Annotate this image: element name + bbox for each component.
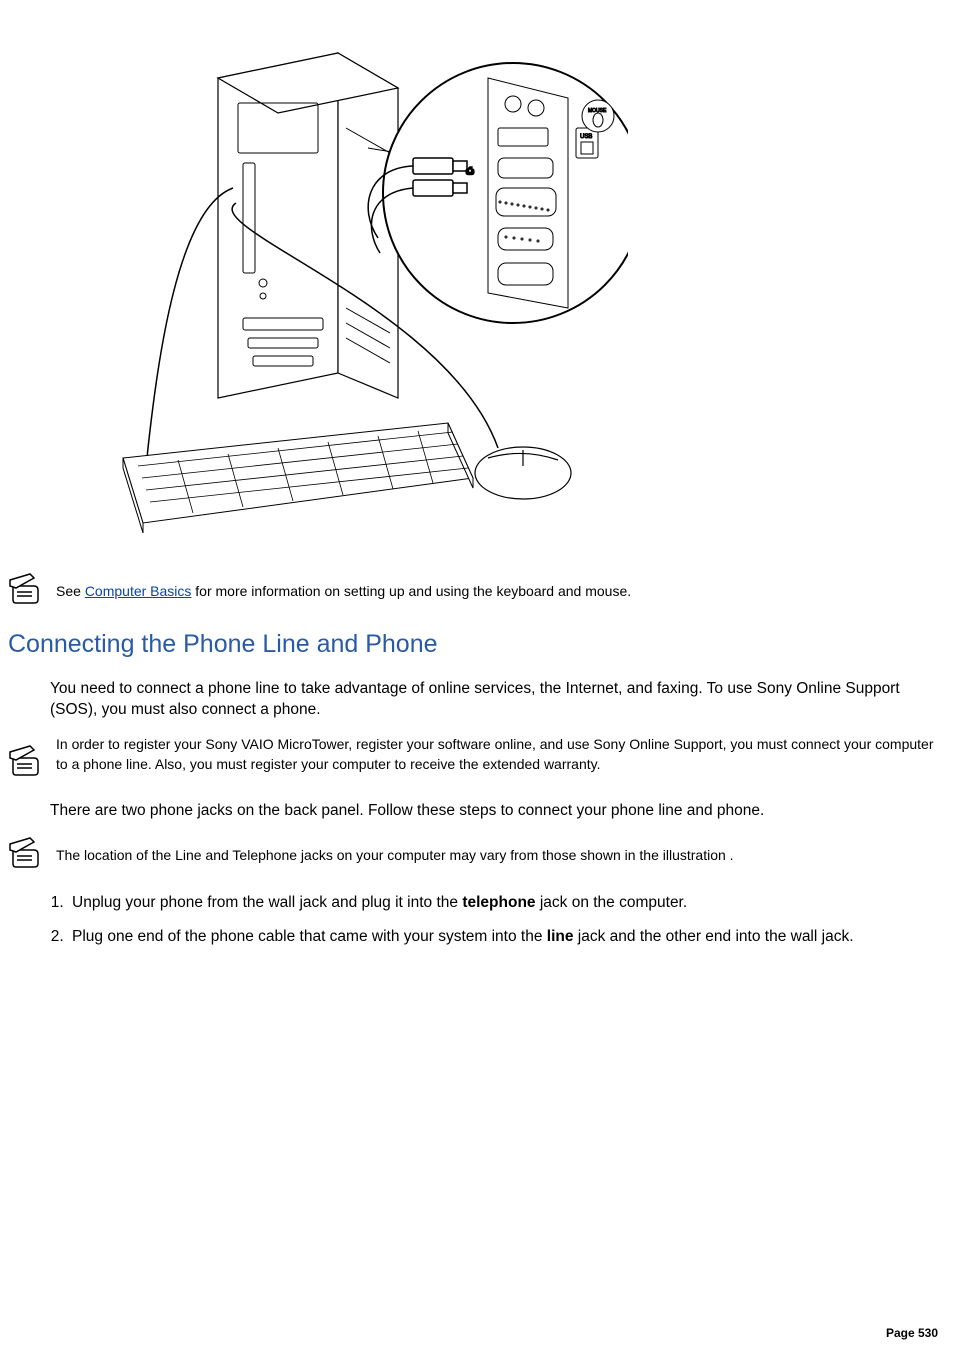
step-text: Unplug your phone from the wall jack and… [72, 894, 462, 911]
connection-steps-list: Unplug your phone from the wall jack and… [44, 892, 938, 947]
svg-text:USB: USB [580, 134, 592, 140]
svg-text:⎙: ⎙ [466, 166, 474, 177]
step-1: Unplug your phone from the wall jack and… [68, 892, 938, 914]
illustration-container: ⎙ USB MOUSE [68, 8, 938, 548]
pencil-note-icon [8, 572, 48, 604]
intro-paragraph: You need to connect a phone line to take… [50, 678, 938, 721]
step-bold: line [547, 928, 574, 945]
note-text: See Computer Basics for more information… [56, 582, 631, 604]
step-text: jack on the computer. [536, 894, 688, 911]
step-bold: telephone [462, 894, 535, 911]
computer-basics-link[interactable]: Computer Basics [85, 583, 192, 599]
phone-jacks-paragraph: There are two phone jacks on the back pa… [50, 800, 938, 822]
note-text: In order to register your Sony VAIO Micr… [56, 735, 938, 776]
note-jack-location: The location of the Line and Telephone j… [8, 836, 938, 868]
note-text: The location of the Line and Telephone j… [56, 846, 734, 868]
note-suffix: for more information on setting up and u… [191, 583, 631, 599]
note-see-computer-basics: See Computer Basics for more information… [8, 572, 938, 604]
section-heading: Connecting the Phone Line and Phone [8, 628, 938, 662]
pencil-note-icon [8, 744, 48, 776]
step-text: jack and the other end into the wall jac… [573, 928, 853, 945]
pencil-note-icon [8, 836, 48, 868]
page-number: Page 530 [886, 1325, 938, 1341]
note-register-vaio: In order to register your Sony VAIO Micr… [8, 735, 938, 776]
step-2: Plug one end of the phone cable that cam… [68, 926, 938, 948]
computer-setup-illustration: ⎙ USB MOUSE [68, 8, 628, 548]
step-text: Plug one end of the phone cable that cam… [72, 928, 547, 945]
note-prefix: See [56, 583, 85, 599]
